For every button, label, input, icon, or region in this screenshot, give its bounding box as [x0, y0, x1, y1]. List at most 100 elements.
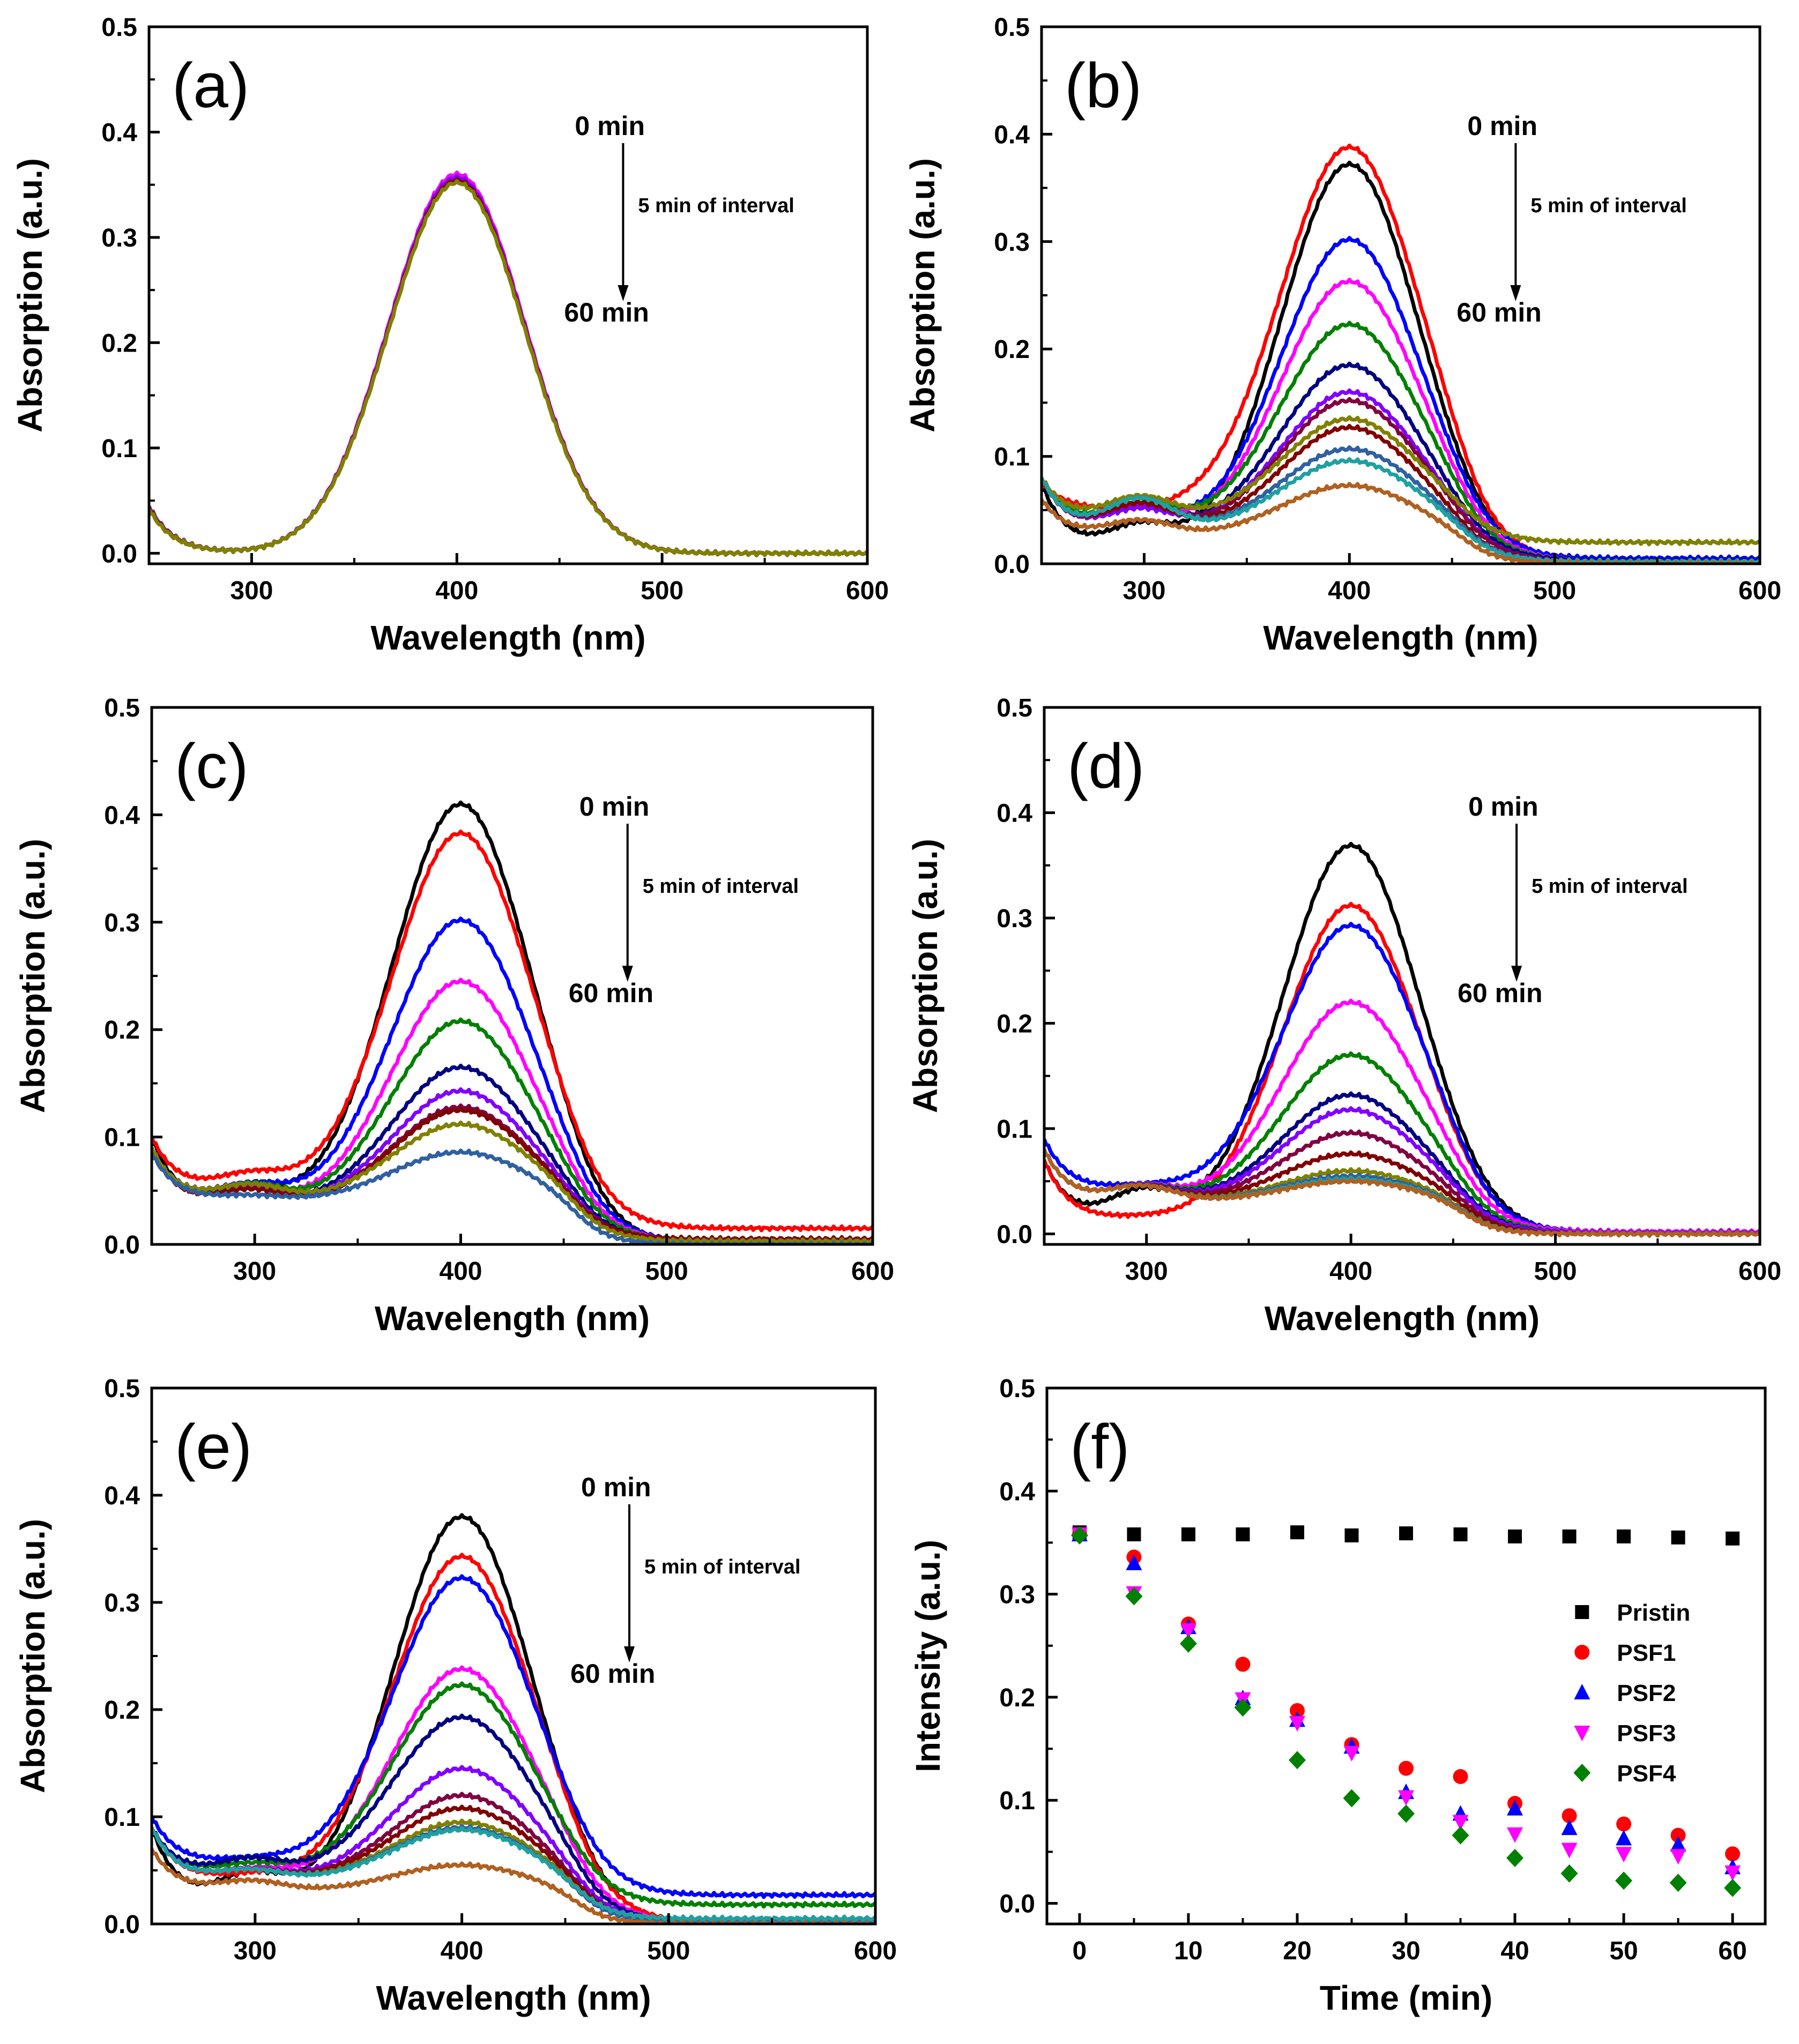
series-line-5	[1042, 361, 1760, 564]
y-tick-label: 0.2	[994, 335, 1030, 364]
point-PSF4	[1452, 1826, 1469, 1845]
series-line-12	[1044, 1148, 1760, 1238]
point-PSF4	[1125, 1587, 1143, 1606]
series-line-2	[149, 174, 867, 557]
point-PSF4	[1669, 1874, 1687, 1892]
x-tick-label: 0	[1073, 1937, 1087, 1965]
series-line-10	[1044, 1148, 1760, 1238]
y-tick-label: 0.2	[101, 329, 137, 357]
x-axis-title: Wavelength (nm)	[370, 618, 645, 657]
y-tick-label: 0.0	[997, 1220, 1032, 1249]
point-PSF2	[1507, 1800, 1523, 1816]
y-tick-label: 0.0	[994, 550, 1030, 579]
point-PSF4	[1560, 1864, 1578, 1883]
x-axis-title: Wavelength (nm)	[376, 1979, 651, 2017]
series-line-8	[149, 177, 867, 557]
panel-e: 300 400 500 600 0.0 0.1 0.2 0.3 0.4 0.5 Wavelength…	[13, 1375, 897, 2017]
series-line-9	[152, 1120, 873, 1244]
series-line-5	[152, 1063, 873, 1244]
series-line-3	[149, 170, 867, 557]
y-tick-label: 0.3	[101, 224, 137, 252]
legend-marker	[1574, 1684, 1590, 1699]
plot-area	[1042, 143, 1760, 564]
x-tick-label: 500	[647, 1937, 690, 1965]
y-tick-label: 0.4	[997, 799, 1032, 827]
point-Pristin	[1399, 1526, 1413, 1541]
x-tick-label: 400	[439, 1257, 482, 1286]
y-tick-label: 0.4	[994, 121, 1030, 149]
point-PSF1	[1616, 1816, 1632, 1832]
x-axis-title: Wavelength (nm)	[375, 1299, 650, 1338]
series-line-7	[1042, 397, 1760, 564]
y-tick-label: 0.4	[999, 1478, 1035, 1506]
annotation-arrow-head	[622, 966, 633, 982]
panel-d: 300 400 500 600 0.0 0.1 0.2 0.3 0.4 0.5 Wavelength…	[906, 694, 1781, 1338]
panel-label: (b)	[1065, 50, 1142, 121]
y-tick-label: 0.0	[104, 1911, 140, 1939]
annotation-start: 0 min	[1467, 111, 1537, 141]
series-line-9	[1044, 1148, 1760, 1238]
series-line-12	[152, 1848, 875, 1924]
annotation-end: 60 min	[570, 1659, 655, 1689]
y-axis-title: Absorption (a.u.)	[13, 839, 52, 1113]
point-PSF1	[1670, 1827, 1686, 1843]
annotation-interval: 5 min of interval	[1530, 195, 1686, 217]
panel-label: (c)	[175, 731, 249, 802]
x-tick-label: 300	[233, 1257, 276, 1286]
x-tick-label: 40	[1500, 1937, 1529, 1965]
point-PSF3	[1398, 1790, 1414, 1806]
point-PSF3	[1180, 1623, 1196, 1639]
legend-label: PSF2	[1617, 1680, 1676, 1706]
annotation-arrow-head	[1511, 966, 1522, 982]
y-axis-title: Absorption (a.u.)	[11, 158, 49, 432]
point-PSF3	[1289, 1716, 1305, 1732]
legend-marker	[1575, 1605, 1589, 1619]
y-axis-title: Absorption (a.u.)	[13, 1519, 52, 1793]
series-line-4	[1044, 1051, 1760, 1237]
point-PSF4	[1343, 1789, 1361, 1808]
annotation-arrow-head	[624, 1646, 635, 1662]
legend-marker	[1573, 1764, 1591, 1782]
point-PSF4	[1724, 1878, 1742, 1897]
plot-frame	[1043, 706, 1761, 1246]
y-tick-label: 0.3	[994, 228, 1030, 257]
x-tick-label: 400	[441, 1937, 484, 1965]
annotation-arrow-head	[1510, 285, 1521, 301]
plot-area	[149, 170, 867, 557]
x-tick-label: 600	[846, 577, 889, 605]
x-tick-label: 400	[1329, 1257, 1372, 1286]
series-line-6	[149, 174, 867, 557]
point-Pristin	[1127, 1527, 1141, 1542]
y-tick-label: 0.5	[999, 1375, 1035, 1403]
x-tick-label: 10	[1174, 1937, 1202, 1965]
point-PSF4	[1615, 1871, 1633, 1890]
annotation-end: 60 min	[564, 297, 649, 327]
x-tick-label: 300	[1125, 1257, 1168, 1286]
legend-label: Pristin	[1617, 1600, 1690, 1626]
legend-label: PSF1	[1617, 1640, 1676, 1666]
panel-b: 300 400 500 600 0.0 0.1 0.2 0.3 0.4 0.5 Wavelength…	[903, 13, 1781, 657]
y-tick-label: 0.4	[104, 1482, 140, 1510]
legend-label: PSF4	[1617, 1760, 1676, 1787]
y-tick-label: 0.1	[104, 1124, 140, 1152]
y-tick-label: 0.5	[997, 694, 1032, 722]
point-PSF2	[1670, 1836, 1686, 1852]
annotation-interval: 5 min of interval	[1532, 875, 1688, 898]
panel-label: (e)	[175, 1412, 252, 1482]
point-Pristin	[1236, 1527, 1250, 1542]
y-tick-label: 0.5	[994, 13, 1030, 42]
panel-label: (d)	[1067, 731, 1144, 802]
point-PSF4	[1288, 1751, 1306, 1770]
point-Pristin	[1671, 1530, 1685, 1545]
annotation-start: 0 min	[581, 1472, 651, 1502]
y-tick-label: 0.2	[999, 1684, 1035, 1712]
series-line-6	[152, 1765, 875, 1924]
series-line-5	[149, 176, 867, 557]
x-axis-title: Time (min)	[1320, 1979, 1492, 2017]
series-line-12	[1042, 482, 1760, 564]
legend-marker	[1574, 1645, 1590, 1660]
x-tick-label: 300	[1122, 577, 1165, 605]
point-Pristin	[1562, 1529, 1577, 1543]
point-Pristin	[1290, 1525, 1304, 1540]
